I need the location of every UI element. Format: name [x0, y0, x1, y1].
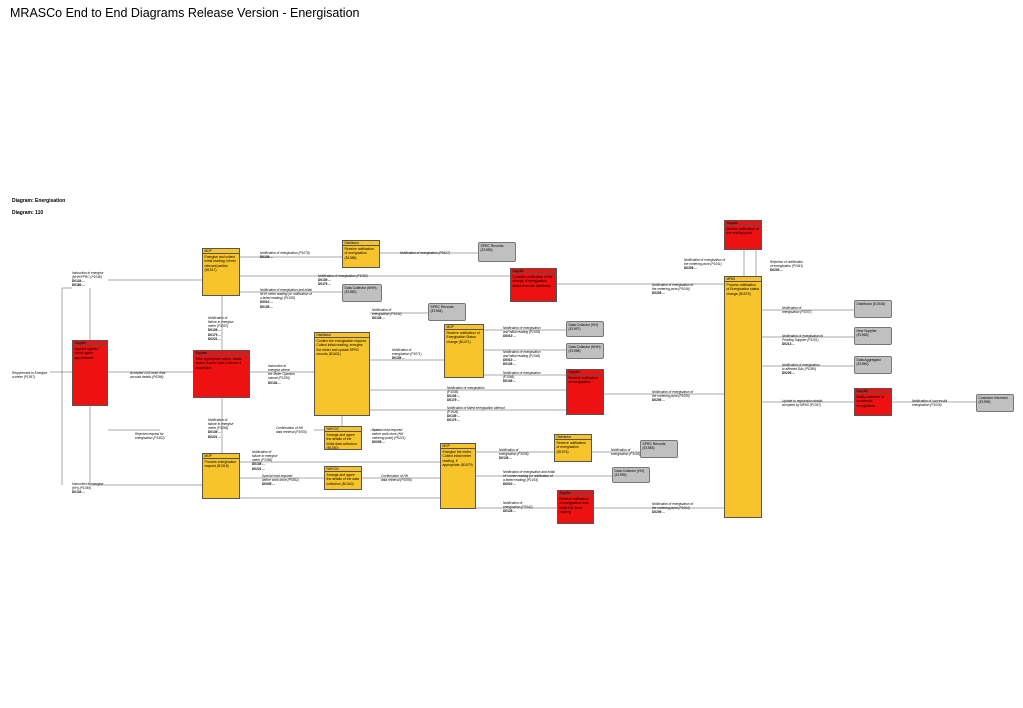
flow-label: Notification of energisation of the mete… — [652, 502, 694, 515]
flow-label: Notification of failure to energise mete… — [208, 316, 234, 341]
flow-label: Notification of energisation (P1042) D013… — [503, 501, 533, 514]
distributor-receive-box: Distributor Receive notification of energ… — [342, 240, 380, 268]
distributor-confirm-box: Distributor Confirm the energisation requ… — [314, 332, 370, 416]
flow-label: Accepted CoS read, final account details… — [130, 371, 166, 380]
flow-label: Notification of energisation (P0417) — [400, 251, 450, 255]
flow-label: Notification of energisation to Pending … — [782, 334, 824, 347]
mop-energise-box: MOP Energise and collect initial reading;… — [202, 248, 240, 296]
page-title: MRASCo End to End Diagrams Release Versi… — [10, 6, 360, 20]
flow-label: Confirmation of NH data retrieval (P1055… — [276, 426, 307, 435]
flow-label: Notification of energisation (P1078) D013… — [260, 251, 310, 260]
supplier-receive-hh-box: Supplier Receive notification of energisa… — [557, 490, 594, 524]
diagram-label: Diagram: Energisation — [12, 198, 66, 204]
flow-label: Requirement to Energise a meter (P1367) — [12, 371, 48, 380]
flow-label: Instruction to energise where the Meter … — [268, 364, 295, 385]
data-collector-nhh-box-1: Data Collector (NHH) (E1982) — [342, 284, 382, 302]
flow-label: Notification of energisation to affected… — [782, 363, 820, 376]
mop-energise-meter-box: MOP Energise the meter. Collect initial m… — [440, 443, 476, 509]
flow-label: Notification of energisation (P1193) — [611, 448, 641, 457]
diagram-number: Diagram: 110 — [12, 210, 44, 216]
flow-label: Notification of energisation (P1071) D013… — [392, 348, 422, 361]
flow-label: Notification of energisation (P1058) D013… — [499, 448, 529, 461]
flow-label: Notification of failed energisation atte… — [447, 406, 505, 423]
mop-process-request-box: MOP Process energisation request (B1318) — [202, 453, 240, 499]
flow-label: Notification of energisation (P1044) D013… — [372, 308, 402, 321]
customer-informed-box: Customer Informed (E1995) — [976, 394, 1014, 412]
supplier-receive-box: Supplier Receive notification of energisa… — [566, 369, 604, 415]
supplier-monitor-box: Supplier Monitor notification of the read… — [724, 220, 762, 250]
flow-label: Confirmation of HH data retrieval (P1056… — [381, 474, 412, 483]
data-collector-nhh-box-2: Data Collector (NHH) (E1998) — [566, 343, 604, 359]
flow-label: Notification of failure to energise mete… — [252, 450, 278, 471]
distributor-box-2: Data Aggregator (E1960) — [854, 356, 892, 374]
flow-label: Special read required before work done (… — [262, 474, 299, 487]
nhh-dc-arrange-box-1: NHH DC Arrange and agree the details of t… — [324, 426, 362, 450]
supplier-action-box: Supplier Take appropriate action, obtain … — [193, 350, 250, 398]
flow-label: Rejected request for energisation (P1452… — [135, 432, 165, 441]
mop-receive-notification-box: MOP Receive notification of Energisation … — [444, 324, 484, 378]
supplier-appoint-agents-box: Supplier Appoint agents / check agent app… — [72, 340, 108, 406]
data-collector-hh-box-2: Data Collector (HH) (E1999) — [612, 467, 650, 483]
sprc-records-box-2: SPRC Records (E1984) — [428, 303, 466, 321]
flow-label: Notification of failure to energise mete… — [208, 418, 234, 439]
flow-label: Notification of energisation and initial… — [503, 350, 541, 367]
flow-label: Notification of energisation (P1080) D013… — [318, 274, 368, 287]
flow-label: Notification of energisation of the mete… — [652, 283, 694, 296]
sprc-records-box-1: SPRC Records (E1983) — [478, 242, 516, 262]
supplier-consider-box: Supplier Consider notification of the cha… — [510, 268, 557, 302]
flow-label: Notification of energisation (P1057) — [782, 306, 812, 315]
data-collector-hh-box-1: Data Collector (HH) (E1997) — [566, 321, 604, 337]
flow-label: Notification of successful energisation … — [912, 399, 948, 408]
flow-label: Notification of energisation and initial… — [503, 326, 541, 339]
mpas-process-box: MPAS Process notification of Energisation… — [724, 276, 762, 518]
flow-label: Rejection of notification of energisatio… — [770, 260, 804, 273]
flow-label: Update to registration details accepted … — [782, 399, 823, 408]
distributor-box-1: Distributor (E1948) — [854, 300, 892, 318]
flow-label: Notification of energisation (P1066) D013… — [503, 371, 541, 384]
flow-label: Notification of energisation (P1036) D013… — [447, 386, 485, 403]
supplier-notify-customer-box: Supplier Notify customer of successful en… — [854, 388, 892, 416]
flow-label: Notification of energisation and initial… — [260, 288, 312, 309]
flow-label: Notification of energisation of the mete… — [684, 258, 726, 271]
flow-label: Notification of energisation of the mete… — [652, 390, 694, 403]
sprc-records-box-3: SPRC Records (E1983) — [640, 440, 678, 458]
flow-label: Notification of energisation and initial… — [503, 470, 555, 487]
distributor-receive-box-2: Distributor Receive notification of energ… — [554, 434, 592, 462]
flow-label: Instruction to energise (NHH/FPRC (P1048… — [72, 271, 104, 288]
new-supplier-box: New Supplier (E1965) — [854, 327, 892, 345]
flow-label: Special read required before work done (… — [372, 428, 406, 445]
flow-label: Instruction to energise (HH) (P1049) D013… — [72, 482, 104, 495]
nhh-dc-arrange-box-2: NHH DC Arrange and agree the details of t… — [324, 466, 362, 490]
